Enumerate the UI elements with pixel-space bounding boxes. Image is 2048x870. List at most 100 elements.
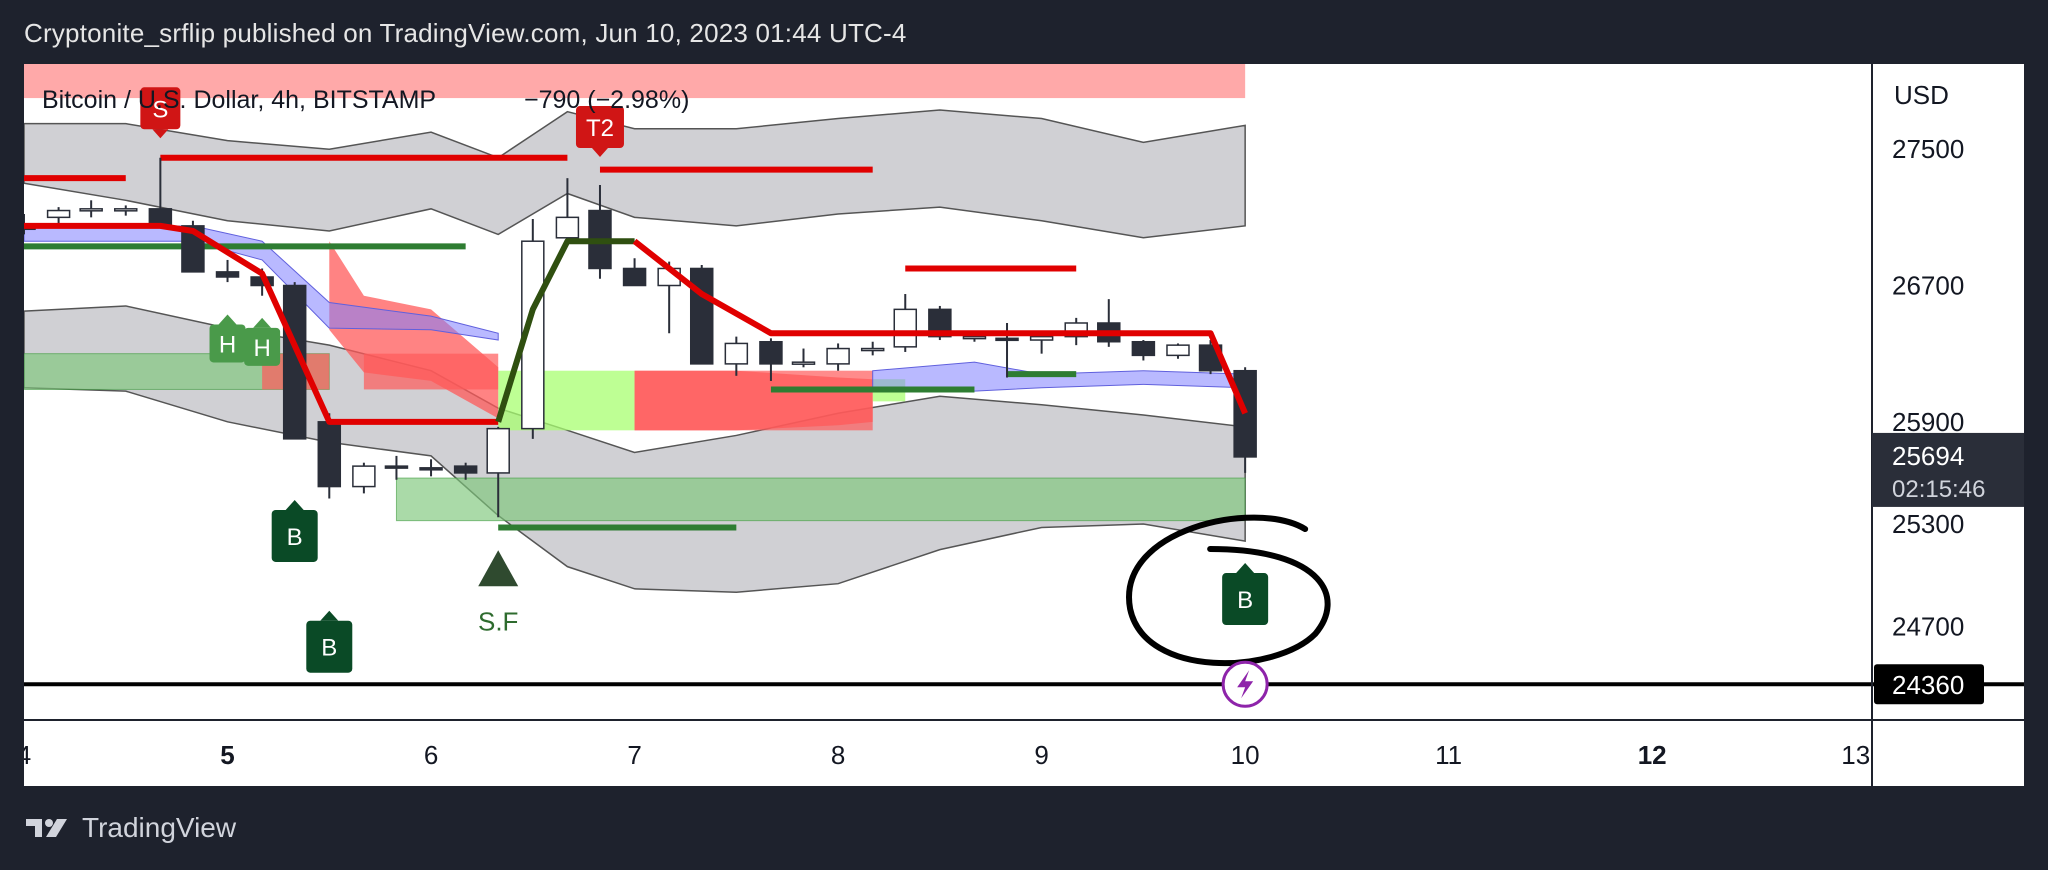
level-price-bg — [1874, 664, 1984, 705]
y-tick-label: 27500 — [1892, 134, 1964, 164]
candle — [689, 265, 714, 365]
x-tick-label: 8 — [831, 740, 845, 770]
x-tick-label: 11 — [1435, 740, 1462, 770]
candle-body — [419, 467, 443, 471]
candle-body — [1131, 340, 1156, 357]
candle — [419, 459, 443, 477]
signal-b: B — [271, 499, 318, 562]
lightning-icon — [1221, 660, 1269, 708]
zone-redtop-7 — [24, 64, 1246, 99]
candle — [1131, 340, 1156, 361]
x-tick-label: 6 — [424, 740, 438, 770]
footer: TradingView — [24, 812, 236, 844]
signal-t2: T2 — [575, 106, 624, 158]
candle — [384, 455, 409, 480]
signal-s: S — [140, 87, 181, 139]
candle — [215, 259, 240, 283]
last-price-value: 25694 — [1892, 441, 1964, 471]
signal-label: H — [253, 335, 270, 362]
candle-body — [928, 308, 952, 338]
sf-triangle-icon — [478, 550, 519, 587]
currency-label: USD — [1894, 80, 1949, 110]
legend-change: −790 (−2.98%) — [524, 86, 689, 114]
candle — [928, 305, 952, 341]
candle-body — [689, 267, 714, 365]
candle-body — [962, 335, 987, 340]
lightning-bolt — [1237, 670, 1254, 699]
y-tick-label: 25900 — [1892, 407, 1964, 437]
candle — [486, 426, 510, 518]
candle-body — [995, 337, 1019, 342]
tradingview-logo-icon — [26, 819, 67, 837]
zone-green-6 — [395, 477, 1246, 522]
candle — [622, 258, 647, 287]
x-tick-label: 9 — [1034, 740, 1048, 770]
candle-body — [282, 284, 307, 440]
upper-band — [24, 109, 1246, 239]
footer-brand: TradingView — [82, 812, 237, 843]
signal-h: H — [209, 314, 246, 363]
candle — [1029, 333, 1054, 354]
candle-body — [622, 267, 647, 287]
candle-body — [486, 427, 510, 474]
legend-symbol: Bitcoin / U.S. Dollar, 4h, BITSTAMP — [42, 86, 436, 114]
signal-box — [1222, 573, 1269, 626]
candle — [114, 205, 138, 216]
candle-body — [826, 347, 850, 365]
y-tick-label: 26700 — [1892, 271, 1964, 301]
signal-pointer — [218, 314, 237, 325]
signal-box — [244, 327, 281, 366]
candle-body — [46, 209, 71, 219]
candle — [46, 207, 71, 225]
candle — [79, 200, 103, 218]
candle-body — [384, 465, 409, 469]
candle-body — [1029, 335, 1054, 341]
candle-body — [791, 361, 816, 365]
candle-body — [352, 465, 376, 488]
candle-body — [215, 271, 240, 278]
candle — [453, 462, 478, 480]
candle — [282, 282, 307, 440]
signal-box — [306, 620, 353, 673]
zone-lime-3 — [498, 370, 635, 431]
signal-label: S — [152, 96, 168, 123]
candle-body — [893, 308, 918, 348]
y-tick-label: 25300 — [1892, 509, 1964, 539]
lower-band — [24, 305, 1246, 593]
candle-body — [114, 208, 138, 212]
x-tick-label: 13 — [1841, 740, 1870, 770]
last-price-bg — [1872, 432, 2024, 507]
signal-label: B — [1237, 587, 1253, 614]
signal-label: B — [321, 635, 337, 662]
red-cloud-1 — [634, 370, 873, 431]
signal-label: H — [219, 331, 236, 358]
candle — [555, 178, 580, 242]
supertrend-red — [24, 222, 499, 425]
signal-box — [140, 87, 181, 130]
signal-box — [209, 324, 246, 363]
supertrend-red-2 — [632, 238, 1248, 415]
candle — [1097, 299, 1121, 347]
candle — [724, 336, 749, 376]
candle-body — [453, 465, 478, 474]
candle — [352, 462, 376, 494]
candle — [759, 338, 783, 381]
last-price-label: 25694 02:15:46 — [1872, 432, 2024, 507]
x-tick-label: 5 — [220, 740, 234, 770]
candle — [826, 343, 850, 371]
hand-drawn-circle — [1126, 514, 1331, 667]
price-chart[interactable]: S T2 H H B B B S.F Bitcoin / U.S. Dollar, 4h, BI… — [24, 64, 2024, 786]
y-tick-label: 24700 — [1892, 611, 1964, 641]
signal-pointer — [285, 499, 304, 510]
signal-b: B — [306, 610, 353, 673]
signal-pointer — [591, 148, 608, 158]
signal-b: B — [1222, 563, 1269, 626]
candle-body — [1233, 369, 1257, 458]
signal-h: H — [244, 317, 281, 366]
chart-panel[interactable]: S T2 H H B B B S.F Bitcoin / U.S. Dollar, 4h, BI… — [24, 64, 2024, 786]
signal-pointer — [253, 317, 272, 328]
candle-body — [1166, 344, 1190, 357]
candle — [791, 348, 816, 368]
level-price-label: 24360 — [1874, 664, 1984, 705]
supertrend-green — [495, 238, 635, 423]
